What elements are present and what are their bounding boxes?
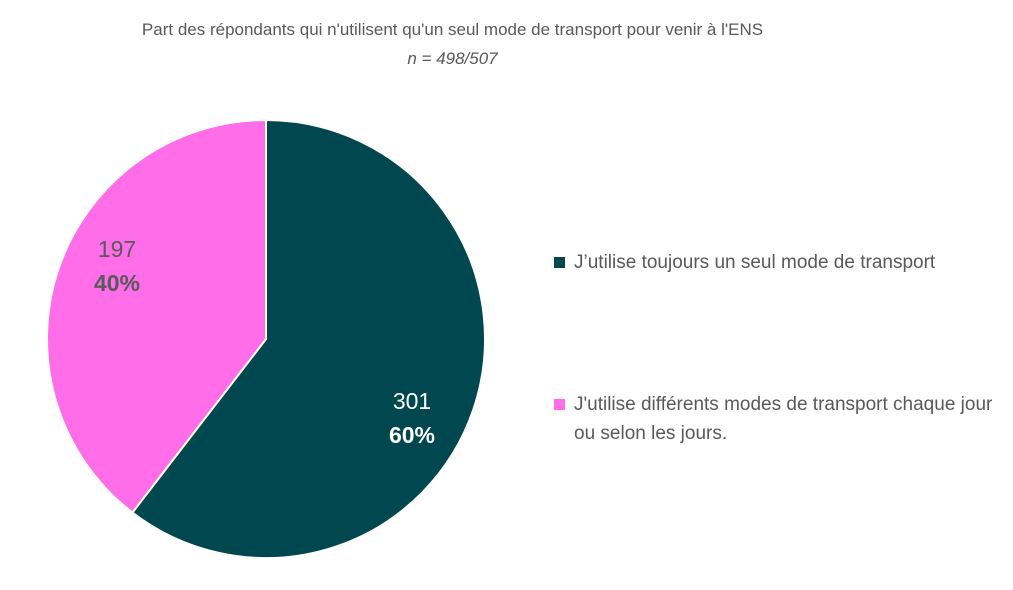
legend-swatch [554, 399, 565, 410]
chart-title: Part des répondants qui n'utilisent qu'u… [141, 20, 764, 39]
legend-swatch [554, 257, 565, 268]
chart-subtitle: n = 498/507 [407, 49, 498, 68]
legend-label: J’utilise toujours un seul mode de trans… [574, 252, 936, 273]
legend-item-multiple-modes: J'utilise différents modes de transport … [554, 390, 994, 448]
legend-item-single-mode: J’utilise toujours un seul mode de trans… [554, 248, 994, 277]
legend-label: J'utilise différents modes de transport … [574, 394, 993, 444]
slice-percent-label: 60% [389, 422, 435, 448]
pie-slice [46, 118, 267, 514]
slice-value-label: 301 [393, 388, 431, 414]
pie-slice [131, 118, 486, 559]
slice-percent-label: 40% [94, 270, 140, 296]
slice-value-label: 197 [98, 236, 136, 262]
